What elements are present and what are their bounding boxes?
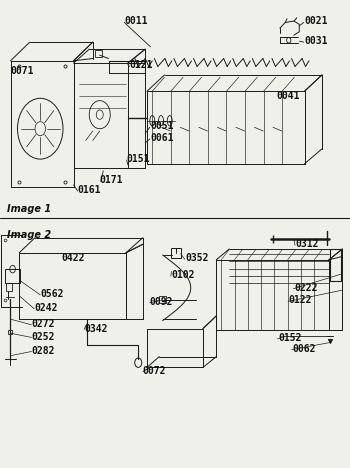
Text: 0272: 0272	[32, 319, 55, 329]
Text: 0122: 0122	[289, 295, 312, 306]
Text: 0072: 0072	[143, 366, 166, 376]
Bar	[94, 50, 101, 57]
Text: 0011: 0011	[124, 16, 148, 26]
Text: 0161: 0161	[77, 184, 100, 195]
Bar	[5, 269, 20, 283]
Text: 0562: 0562	[40, 289, 64, 299]
Bar	[171, 248, 181, 258]
Text: 0242: 0242	[34, 303, 58, 313]
Text: 0312: 0312	[296, 239, 319, 249]
Text: 0342: 0342	[84, 323, 107, 334]
Bar	[6, 283, 12, 291]
Text: 0102: 0102	[172, 270, 195, 280]
Text: 0422: 0422	[61, 253, 85, 263]
Text: 0071: 0071	[10, 66, 34, 76]
Text: 0171: 0171	[100, 175, 123, 185]
Text: 0282: 0282	[32, 346, 55, 356]
Text: 0151: 0151	[126, 154, 149, 164]
Text: 0252: 0252	[32, 332, 55, 342]
Text: 0092: 0092	[150, 297, 173, 307]
Text: 0152: 0152	[278, 333, 302, 343]
Text: 0051: 0051	[150, 121, 174, 132]
Text: 0041: 0041	[276, 91, 300, 101]
Text: Image 2: Image 2	[7, 230, 51, 240]
Text: Image 1: Image 1	[7, 205, 51, 214]
Text: 0222: 0222	[294, 283, 317, 293]
Text: 0031: 0031	[304, 36, 328, 46]
Text: 0061: 0061	[150, 133, 174, 143]
Text: 0021: 0021	[304, 16, 328, 26]
Text: 0062: 0062	[292, 344, 316, 354]
Text: 0121: 0121	[130, 59, 153, 70]
Bar	[330, 249, 341, 281]
Text: 0352: 0352	[186, 253, 209, 263]
Bar	[159, 296, 166, 303]
